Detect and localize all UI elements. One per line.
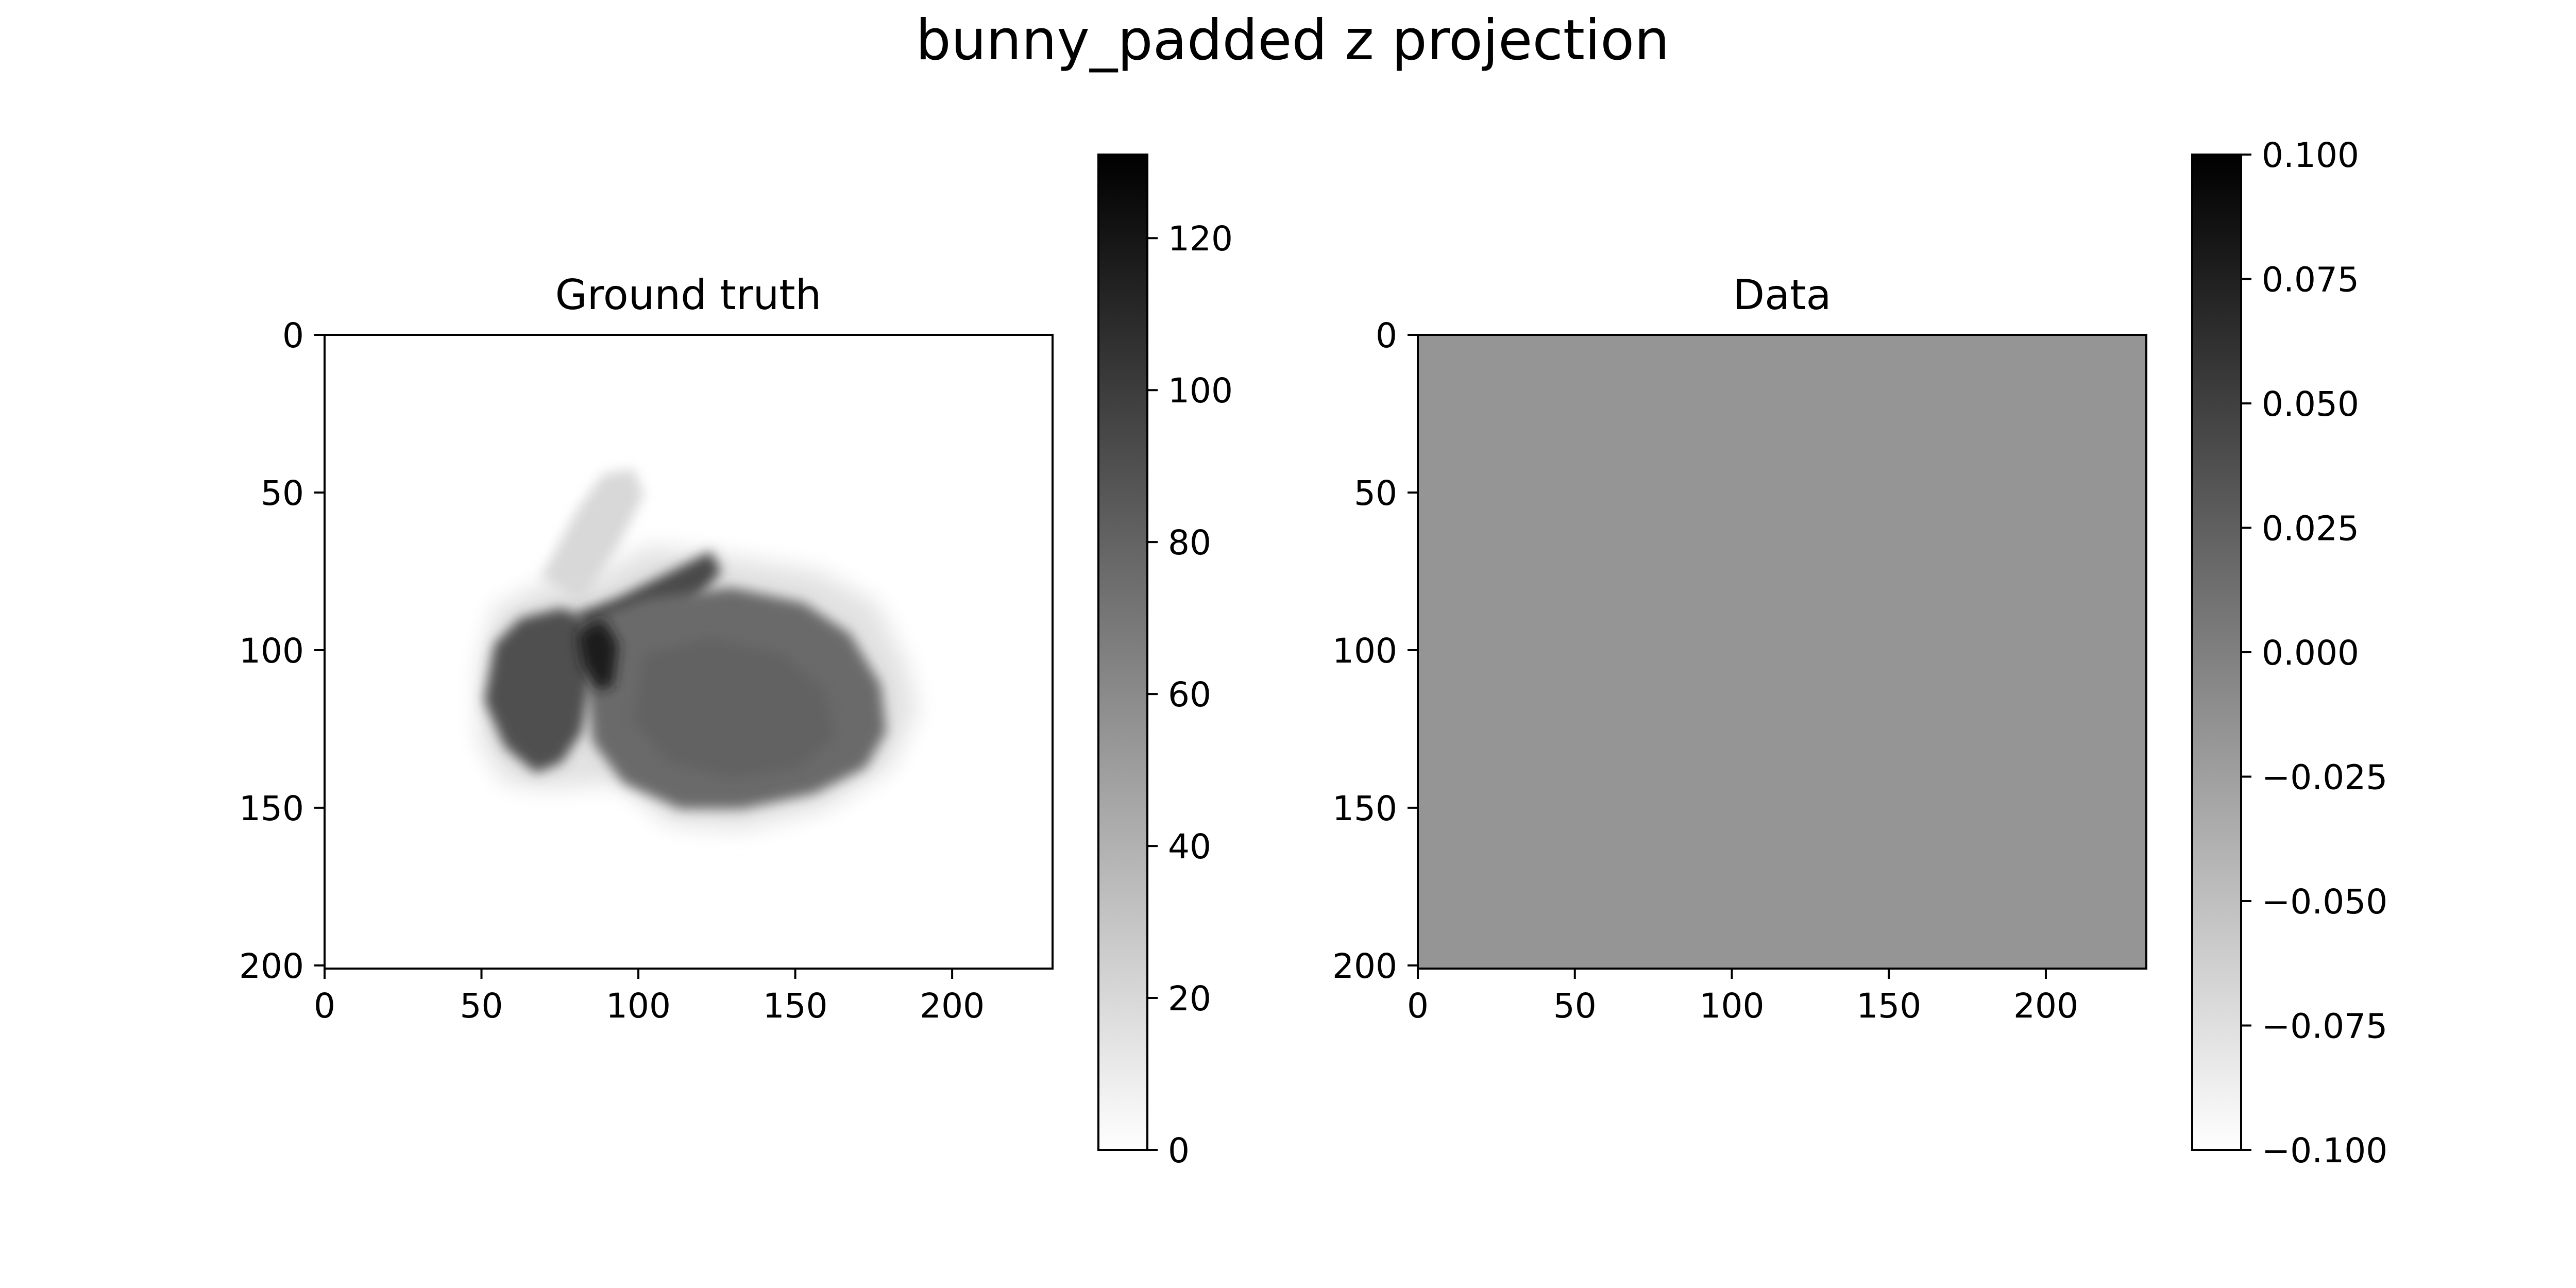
data-y-tick-label: 150 [1332,789,1397,828]
data-colorbar-tick-label: 0.000 [2262,633,2359,673]
data-y-tick-label: 0 [1376,316,1397,355]
ground-truth-colorbar-tick-label: 120 [1168,219,1233,259]
figure-title: bunny_padded z projection [916,8,1669,73]
ground-truth-y-tick-label: 0 [282,316,304,355]
data-colorbar-ticks: 0.100 0.075 0.050 0.025 0.000 −0.025 −0.050 −0.… [2241,135,2387,1171]
data-x-tick-label: 50 [1553,986,1597,1026]
data-colorbar-tick-label: −0.050 [2262,882,2387,922]
ground-truth-colorbar-tick-label: 20 [1168,979,1211,1019]
data-colorbar-tick-label: −0.100 [2262,1131,2387,1171]
ground-truth-colorbar-tick-label: 60 [1168,675,1211,715]
data-colorbar-tick-label: 0.025 [2262,509,2359,549]
bunny-head [484,608,592,773]
ground-truth-y-tick-label: 150 [239,789,304,828]
data-x-tick-label: 100 [1699,986,1764,1026]
ground-truth-y-tick-label: 100 [239,631,304,671]
ground-truth-x-ticks: 0 50 100 150 200 [314,969,985,1026]
data-colorbar-tick-label: −0.025 [2262,758,2387,798]
bunny-neck-shadow [577,618,618,690]
data-colorbar-tick-label: 0.075 [2262,260,2359,300]
data-colorbar-tick-label: 0.100 [2262,135,2359,175]
ground-truth-colorbar [1097,154,1148,1151]
ground-truth-colorbar-ticks: 0 20 40 60 80 100 120 [1147,219,1233,1171]
data-y-tick-label: 200 [1332,946,1397,986]
data-axes-frame [1417,334,2147,970]
data-x-tick-label: 150 [1856,986,1921,1026]
ground-truth-axes-frame [324,334,1054,970]
data-colorbar [2191,154,2242,1151]
data-y-ticks: 0 50 100 150 200 [1332,316,1418,986]
data-panel: Data 0 50 100 150 200 0 50 100 150 200 0.100 0.07… [1332,135,2387,1171]
bunny-ear-back [541,469,644,603]
data-image [1418,335,2146,969]
ground-truth-x-tick-label: 50 [460,986,503,1026]
data-x-tick-label: 0 [1407,986,1429,1026]
data-y-tick-label: 50 [1354,473,1397,513]
ground-truth-colorbar-tick-label: 100 [1168,371,1233,411]
ground-truth-y-ticks: 0 50 100 150 200 [239,316,325,986]
ground-truth-title: Ground truth [555,271,822,319]
ground-truth-image [479,469,917,829]
ground-truth-x-tick-label: 100 [606,986,671,1026]
ground-truth-x-tick-label: 200 [920,986,985,1026]
ground-truth-y-tick-label: 50 [261,473,304,513]
ground-truth-colorbar-tick-label: 40 [1168,827,1211,867]
ground-truth-x-tick-label: 0 [314,986,335,1026]
data-title: Data [1733,271,1831,319]
data-colorbar-tick-label: −0.075 [2262,1007,2387,1046]
ground-truth-y-tick-label: 200 [239,946,304,986]
data-x-ticks: 0 50 100 150 200 [1407,969,2078,1026]
data-x-tick-label: 200 [2013,986,2078,1026]
data-y-tick-label: 100 [1332,631,1397,671]
bunny-body-core [634,639,835,778]
ground-truth-colorbar-tick-label: 0 [1168,1131,1190,1171]
ground-truth-colorbar-tick-label: 80 [1168,523,1211,563]
data-colorbar-tick-label: 0.050 [2262,384,2359,424]
ground-truth-x-tick-label: 150 [763,986,828,1026]
